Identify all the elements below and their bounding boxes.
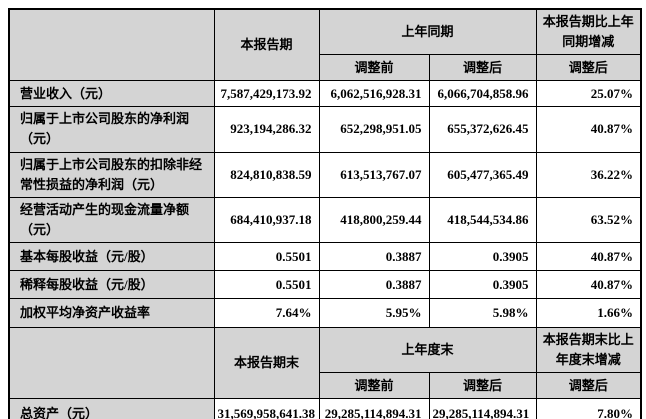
row-label: 总资产（元） [8, 398, 215, 419]
table-row-diluted-eps: 稀释每股收益（元/股） 0.5501 0.3887 0.3905 40.87% [8, 270, 642, 300]
row-label: 归属于上市公司股东的扣除非经常性损益的净利润（元） [8, 151, 215, 198]
cell-adjust-before: 0.3887 [318, 270, 430, 300]
row-label: 稀释每股收益（元/股） [8, 270, 215, 300]
row-label: 归属于上市公司股东的净利润（元） [8, 106, 215, 153]
table-row-revenue: 营业收入（元） 7,587,429,173.92 6,062,516,928.3… [8, 80, 642, 108]
cell-adjust-before: 5.95% [318, 298, 430, 329]
cell-current-period: 824,810,838.59 [213, 151, 320, 198]
cell-adjust-after: 655,372,626.45 [428, 106, 537, 153]
cell-change: 40.87% [535, 270, 642, 300]
cell-adjust-after: 605,477,365.49 [428, 151, 537, 198]
section1-header-row-2: 调整前 调整后 调整后 [9, 54, 642, 82]
header-prior-period-group: 上年同期 [318, 8, 537, 56]
header-change-group: 本报告期比上年同期增减 [535, 8, 642, 56]
cell-adjust-before: 613,513,767.07 [318, 151, 430, 198]
table-row-basic-eps: 基本每股收益（元/股） 0.5501 0.3887 0.3905 40.87% [8, 242, 642, 272]
cell-adjust-after: 0.3905 [428, 242, 537, 272]
cell-adjust-after: 0.3905 [428, 270, 537, 300]
row-label: 基本每股收益（元/股） [8, 242, 215, 272]
cell-adjust-after: 6,066,704,858.96 [428, 80, 537, 108]
cell-change: 36.22% [535, 151, 642, 198]
cell-change: 40.87% [535, 106, 642, 153]
cell-adjust-before: 652,298,951.05 [318, 106, 430, 153]
header-adjust-after: 调整后 [428, 372, 537, 400]
cell-change: 63.52% [535, 196, 642, 244]
cell-adjust-before: 418,800,259.44 [318, 196, 430, 244]
header-adjust-before: 调整前 [318, 54, 430, 82]
header-change-sub: 调整后 [535, 372, 642, 400]
cell-adjust-before: 29,285,114,894.31 [318, 398, 430, 419]
header-adjust-before: 调整前 [318, 372, 430, 400]
cell-adjust-after: 5.98% [428, 298, 537, 329]
header-current-period: 本报告期 [213, 8, 320, 82]
header-change-group-end: 本报告期末比上年度末增减 [535, 327, 642, 374]
table-row-total-assets: 总资产（元） 31,569,958,641.38 29,285,114,894.… [8, 398, 642, 419]
section1-header-row-1: 本报告期 上年同期 本报告期比上年同期增减 [8, 8, 642, 82]
row-label: 营业收入（元） [8, 80, 215, 108]
cell-change: 7.80% [535, 398, 642, 419]
table-row-net-profit-deducted: 归属于上市公司股东的扣除非经常性损益的净利润（元） 824,810,838.59… [8, 151, 642, 198]
cell-current-period: 0.5501 [213, 242, 320, 272]
cell-change: 25.07% [535, 80, 642, 108]
cell-adjust-after: 29,285,114,894.31 [428, 398, 537, 419]
row-label: 加权平均净资产收益率 [8, 298, 215, 329]
table-row-net-profit: 归属于上市公司股东的净利润（元） 923,194,286.32 652,298,… [8, 106, 642, 153]
cell-current-period: 7.64% [213, 298, 320, 329]
header-current-period-end: 本报告期末 [213, 327, 320, 400]
header-prior-year-end-group: 上年度末 [318, 327, 537, 374]
corner-blank-cell [8, 8, 215, 82]
cell-change: 40.87% [535, 242, 642, 272]
corner-blank-cell [8, 327, 215, 400]
cell-current-period: 31,569,958,641.38 [213, 398, 320, 419]
table-row-operating-cash-flow: 经营活动产生的现金流量净额（元） 684,410,937.18 418,800,… [8, 196, 642, 244]
cell-current-period: 923,194,286.32 [213, 106, 320, 153]
cell-change: 1.66% [535, 298, 642, 329]
header-adjust-after: 调整后 [428, 54, 537, 82]
table-row-weighted-roe: 加权平均净资产收益率 7.64% 5.95% 5.98% 1.66% [8, 298, 642, 329]
cell-current-period: 0.5501 [213, 270, 320, 300]
section2-header-row-1: 本报告期末 上年度末 本报告期末比上年度末增减 [8, 327, 642, 400]
cell-adjust-before: 0.3887 [318, 242, 430, 272]
section2-header-row-2: 调整前 调整后 调整后 [9, 372, 642, 400]
cell-current-period: 7,587,429,173.92 [213, 80, 320, 108]
row-label: 经营活动产生的现金流量净额（元） [8, 196, 215, 244]
cell-adjust-before: 6,062,516,928.31 [318, 80, 430, 108]
cell-adjust-after: 418,544,534.86 [428, 196, 537, 244]
header-change-sub: 调整后 [535, 54, 642, 82]
cell-current-period: 684,410,937.18 [213, 196, 320, 244]
financial-summary-table: 本报告期 上年同期 本报告期比上年同期增减 调整前 调整后 调整后 营业收入（元… [8, 8, 643, 419]
